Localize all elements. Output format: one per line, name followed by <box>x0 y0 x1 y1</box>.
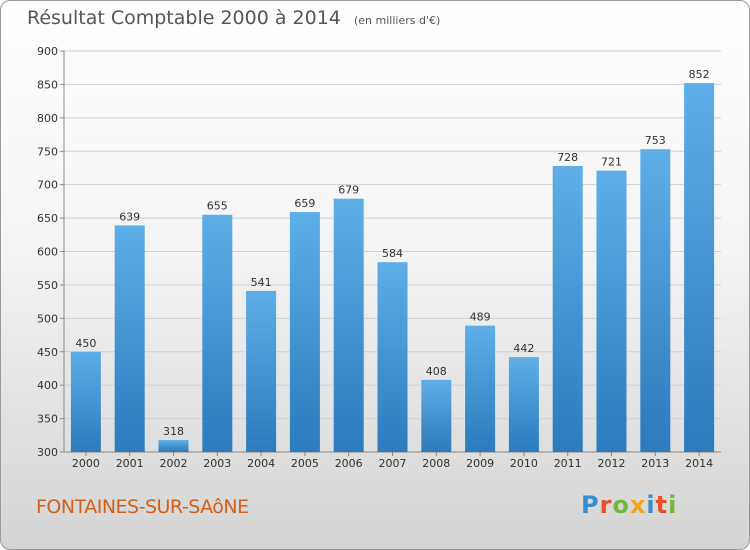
bar-2010 <box>508 357 539 452</box>
logo-letter: t <box>655 491 669 519</box>
y-tick-label: 900 <box>37 45 58 58</box>
data-label-2006: 679 <box>338 184 359 197</box>
chart-subtitle: (en milliers d'€) <box>353 14 441 27</box>
chart-title: Résultat Comptable 2000 à 2014 <box>27 7 341 29</box>
logo-letter: x <box>629 491 647 519</box>
bar-2007 <box>377 262 408 452</box>
bar-2012 <box>596 170 627 453</box>
bar-2006 <box>333 198 364 452</box>
logo-letter: o <box>612 491 630 519</box>
bar-2001 <box>114 225 145 452</box>
y-tick-label: 550 <box>37 279 58 292</box>
title-row: Résultat Comptable 2000 à 2014 (en milli… <box>27 7 440 29</box>
axis-layer: 300 350 400 450 500 550 600 650 700 750 800 850 900 2… <box>37 45 721 470</box>
bar-2000 <box>70 351 101 452</box>
bar-layer <box>70 83 715 453</box>
bar-2008 <box>421 379 452 452</box>
bar-2009 <box>465 325 496 452</box>
x-tick-label: 2009 <box>466 457 494 470</box>
data-label-2012: 721 <box>601 156 622 169</box>
bar-2005 <box>289 212 320 452</box>
y-tick-label: 800 <box>37 112 58 125</box>
x-tick-label: 2010 <box>510 457 538 470</box>
y-tick-label: 750 <box>37 145 58 158</box>
x-tick-label: 2005 <box>291 457 319 470</box>
y-tick-label: 300 <box>37 446 58 459</box>
data-label-2011: 728 <box>557 151 578 164</box>
y-tick-label: 700 <box>37 179 58 192</box>
label-layer: 450 639 318 655 541 659 679 584 408 489 442 728 721 7… <box>75 68 709 438</box>
data-label-2008: 408 <box>426 365 447 378</box>
x-tick-label: 2003 <box>203 457 231 470</box>
y-tick-label: 650 <box>37 212 58 225</box>
data-label-2014: 852 <box>689 68 710 81</box>
x-tick-label: 2007 <box>379 457 407 470</box>
y-tick-label: 850 <box>37 78 58 91</box>
logo-letter: i <box>646 491 656 519</box>
x-tick-label: 2000 <box>72 457 100 470</box>
logo-letter: P <box>581 491 600 519</box>
y-tick-label: 450 <box>37 346 58 359</box>
data-label-2007: 584 <box>382 247 403 260</box>
data-label-2005: 659 <box>294 197 315 210</box>
x-tick-label: 2004 <box>247 457 275 470</box>
proxiti-logo: Proxiti <box>581 491 677 519</box>
x-tick-label: 2001 <box>116 457 144 470</box>
data-label-2000: 450 <box>75 337 96 350</box>
y-tick-label: 350 <box>37 413 58 426</box>
logo-letter: i <box>668 491 678 519</box>
data-label-2010: 442 <box>513 342 534 355</box>
y-tick-label: 400 <box>37 379 58 392</box>
x-tick-label: 2013 <box>641 457 669 470</box>
logo-letter: r <box>599 491 613 519</box>
bar-2013 <box>640 149 671 452</box>
x-tick-label: 2002 <box>160 457 188 470</box>
bar-2014 <box>684 83 715 452</box>
x-tick-label: 2014 <box>685 457 713 470</box>
x-tick-label: 2006 <box>335 457 363 470</box>
data-label-2001: 639 <box>119 210 140 223</box>
x-tick-label: 2012 <box>598 457 626 470</box>
data-label-2004: 541 <box>251 276 272 289</box>
bar-2011 <box>552 165 583 452</box>
data-label-2003: 655 <box>207 200 228 213</box>
data-label-2002: 318 <box>163 425 184 438</box>
data-label-2009: 489 <box>470 311 491 324</box>
y-tick-label: 600 <box>37 246 58 259</box>
data-label-2013: 753 <box>645 134 666 147</box>
bar-2002 <box>158 439 189 452</box>
bar-2003 <box>202 214 233 452</box>
bar-2004 <box>246 290 277 452</box>
y-tick-label: 500 <box>37 312 58 325</box>
commune-name: FONTAINES-SUR-SAôNE <box>36 496 249 518</box>
x-tick-label: 2008 <box>422 457 450 470</box>
x-tick-label: 2011 <box>554 457 582 470</box>
